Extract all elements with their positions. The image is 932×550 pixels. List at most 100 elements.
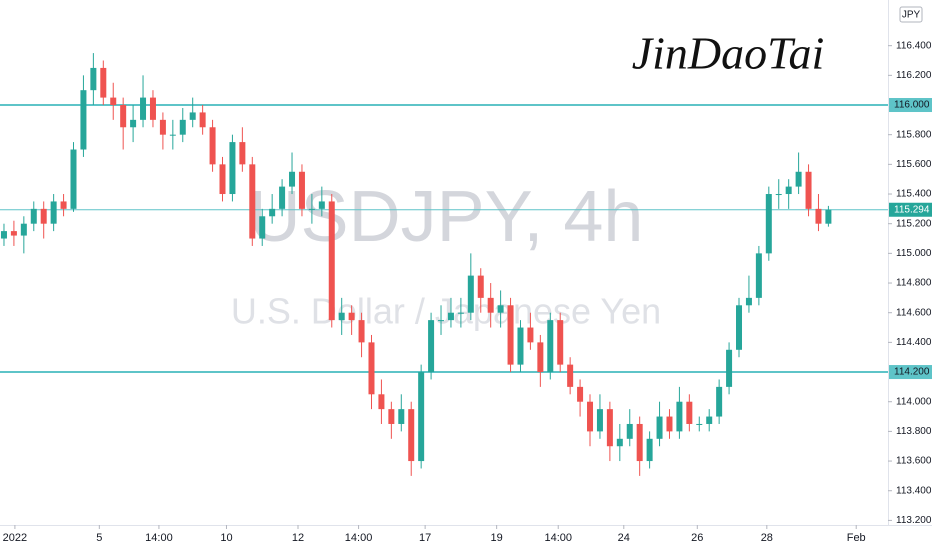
x-tick-label: 19 [491, 532, 503, 544]
candle-body [636, 423, 643, 462]
x-tick-label: 5 [96, 532, 102, 544]
candle-body [567, 364, 574, 387]
currency-label: JPY [902, 10, 921, 21]
candle-body [40, 208, 47, 224]
y-tick-label: 116.200 [896, 70, 932, 81]
candle-body [20, 223, 27, 236]
candle-body [100, 67, 107, 98]
x-tick-label: 2022 [3, 532, 27, 544]
candle-body [159, 119, 166, 135]
candle-body [239, 142, 246, 165]
y-tick-label: 116.400 [896, 40, 932, 51]
candle-body [507, 305, 514, 365]
level-label-box [889, 98, 932, 113]
candle-body [269, 208, 276, 217]
level-label: 114.200 [894, 367, 930, 378]
candle-body [596, 409, 603, 432]
y-tick-label: 115.000 [896, 248, 932, 259]
candle-body [477, 275, 484, 298]
candle-body [517, 327, 524, 365]
candle-body [50, 201, 57, 224]
candle-body [487, 297, 494, 313]
y-tick-label: 114.800 [896, 278, 932, 289]
candle-body [497, 305, 504, 313]
candle-body [328, 201, 335, 321]
y-tick-label: 115.800 [896, 129, 932, 140]
price-axis: 113.200 113.400 113.600 113.800 114.000 114.4… [888, 6, 932, 526]
candle-body [716, 386, 723, 417]
plot-area [0, 53, 888, 476]
last-price-label: 115.294 [894, 204, 930, 215]
candle-body [279, 186, 286, 209]
candle-body [795, 171, 802, 187]
y-tick-label: 114.600 [896, 307, 932, 318]
candle-body [785, 186, 792, 195]
candle-body [656, 416, 663, 439]
candle-body [308, 208, 315, 210]
candle-body [348, 312, 355, 321]
level-label-box [889, 365, 932, 380]
candle-body [626, 423, 633, 439]
candle-body [775, 194, 782, 196]
x-tick-label: 12 [292, 532, 304, 544]
candle-body [199, 112, 206, 128]
candle-body [249, 164, 256, 239]
candle-body [428, 320, 435, 373]
candle-body [90, 67, 97, 91]
watermark-description: U.S. Dollar / Japanese Yen [231, 291, 661, 332]
candle-body [10, 231, 17, 236]
candle-body [616, 438, 623, 447]
x-tick-label: 17 [419, 532, 431, 544]
candle-body [606, 409, 613, 447]
y-tick-label: 113.800 [896, 426, 932, 437]
candle-body [80, 90, 87, 150]
candle-body [120, 105, 127, 128]
y-tick-label: 114.000 [896, 396, 932, 407]
candle-body [646, 438, 653, 462]
candle-body [745, 297, 752, 306]
x-tick-label: 14:00 [345, 532, 373, 544]
y-tick-label: 115.600 [896, 159, 932, 170]
candle-body [666, 416, 673, 432]
candle-body [537, 342, 544, 373]
candle-body [547, 320, 554, 373]
candle-body [438, 320, 445, 322]
x-tick-label: Feb [847, 532, 866, 544]
y-tick-label: 113.600 [896, 456, 932, 467]
x-tick-label: 26 [691, 532, 703, 544]
x-tick-label: 14:00 [544, 532, 572, 544]
signature: JinDaoTai [632, 28, 825, 79]
candle-body [358, 320, 365, 343]
candle-body [706, 416, 713, 424]
candle-body [0, 231, 7, 239]
level-label: 116.000 [894, 100, 930, 111]
candle-body [686, 401, 693, 424]
candle-body [60, 201, 67, 209]
x-tick-label: 14:00 [145, 532, 173, 544]
candle-body [130, 119, 137, 128]
candle-body [457, 312, 464, 314]
candle-body [815, 208, 822, 224]
candle-body [338, 312, 345, 321]
candle-body [755, 253, 762, 298]
candle-body [149, 97, 156, 120]
x-tick-label: 24 [618, 532, 630, 544]
candle-body [169, 134, 176, 136]
y-tick-label: 115.200 [896, 218, 932, 229]
candle-body [557, 320, 564, 365]
y-tick-label: 113.400 [896, 485, 932, 496]
currency-badge [899, 6, 923, 23]
candle-body [30, 208, 37, 224]
candle-body [418, 372, 425, 462]
candle-body [736, 305, 743, 350]
candle-body [298, 171, 305, 209]
candle-body [398, 409, 405, 424]
candle-body [825, 209, 832, 224]
candle-body [388, 409, 395, 424]
watermark-symbol: USDJPY, 4h [249, 177, 644, 257]
candle-body [447, 312, 454, 321]
candle-body [577, 386, 584, 402]
